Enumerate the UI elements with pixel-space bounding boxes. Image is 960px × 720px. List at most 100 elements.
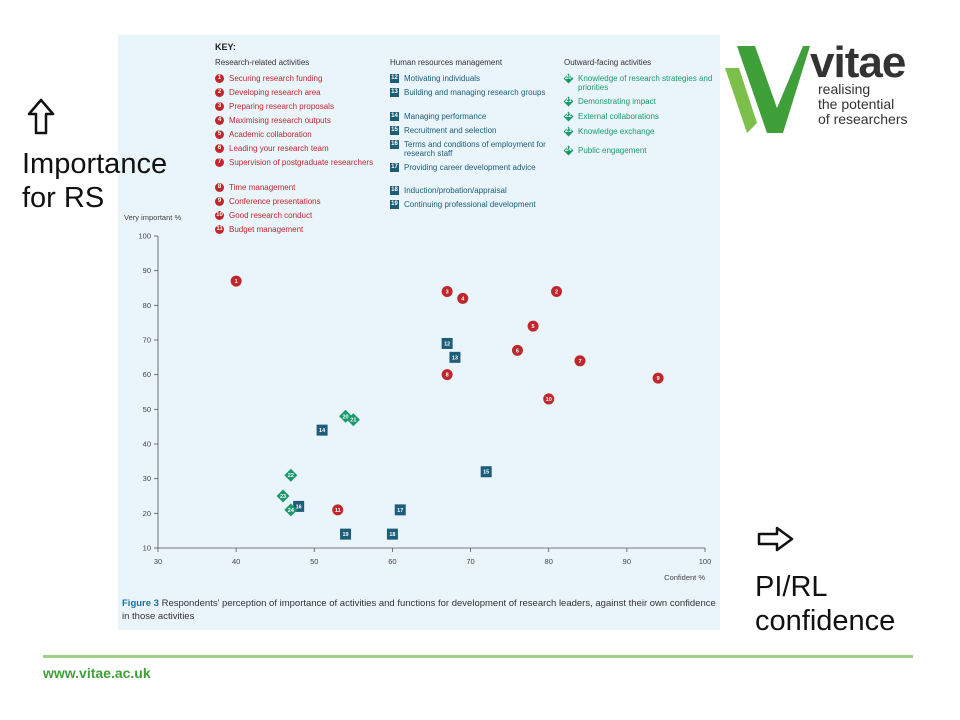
circle-marker-icon: 2 [215,88,224,97]
footer-url-link[interactable]: www.vitae.ac.uk [43,665,151,681]
square-marker-icon: 16 [390,140,399,149]
data-point-label: 9 [657,376,660,382]
data-point-circle [230,275,242,287]
key-item: 1 Securing research funding [215,74,380,83]
key-item: 8 Time management [215,183,380,192]
circle-marker-icon: 8 [215,183,224,192]
left-label: Importance for RS [22,147,167,215]
key-item: 20 Knowledge of research strategies and p… [563,73,724,92]
square-marker-icon: 14 [390,112,399,121]
key-item-label: Budget management [229,225,304,234]
caption-label: Figure 3 [122,598,159,609]
circle-marker-icon: 4 [215,116,224,125]
key-item-label: Providing career development advice [404,163,536,172]
key-item-label: Good research conduct [229,211,313,220]
data-point-label: 8 [446,373,449,379]
key-item-label: Academic collaboration [229,130,312,139]
diamond-marker-icon: 21 [563,96,574,107]
y-tick-label: 40 [143,440,151,449]
x-tick-label: 70 [466,557,474,566]
circle-marker-icon: 11 [215,225,224,234]
y-tick-label: 20 [143,509,151,518]
right-label-line-2: confidence [755,605,896,637]
x-tick-label: 40 [232,557,240,566]
x-tick-label: 60 [388,557,396,566]
square-marker-icon: 13 [390,88,399,97]
data-point-label: 3 [446,289,449,295]
key-item: 10 Good research conduct [215,211,380,220]
data-point-label: 7 [578,359,581,365]
key-item-label: Leading your research team [229,144,329,153]
x-tick-label: 50 [310,557,318,566]
data-point-label: 6 [516,348,519,354]
x-tick-label: 30 [154,557,162,566]
data-point-square [340,528,352,540]
data-point-label: 15 [483,470,489,476]
key-group-heading: Human resources management [390,58,503,67]
data-point-diamond [284,468,298,482]
key-item-label: Building and managing research groups [404,88,546,97]
square-marker-icon: 19 [390,200,399,209]
data-point-square [293,500,305,512]
data-point-square [480,466,492,478]
key-item: 4 Maximising research outputs [215,116,380,125]
data-point-circle [652,372,664,384]
left-label-line-2: for RS [22,182,105,214]
data-point-label: 20 [342,414,348,420]
data-point-label: 21 [350,418,356,424]
y-tick-label: 90 [143,266,151,275]
right-label: PI/RL confidence [755,570,895,638]
key-item-label: Knowledge exchange [578,127,655,136]
key-item-label: Supervision of postgraduate researchers [229,158,374,167]
key-item: 22 External collaborations [563,111,724,122]
diamond-marker-icon: 24 [563,145,574,156]
data-point-label: 13 [452,355,458,361]
key-item-label: Induction/probation/appraisal [404,186,507,195]
data-point-label: 11 [335,508,341,514]
logo-tagline: realising the potential of researchers [818,82,907,127]
data-point-label: 10 [546,397,552,403]
logo-tagline-line-2: the potential [818,96,895,112]
key-item-label: Demonstrating impact [578,97,656,106]
key-item-label: Managing performance [404,112,487,121]
key-item: 21 Demonstrating impact [563,96,724,107]
data-point-circle [441,285,453,297]
circle-marker-icon: 3 [215,102,224,111]
circle-marker-icon: 9 [215,197,224,206]
key-item-label: Developing research area [229,88,321,97]
y-tick-label: 70 [143,336,151,345]
key-item: 6 Leading your research team [215,144,380,153]
key-item: 15 Recruitment and selection [390,126,550,135]
data-point-diamond [346,413,360,427]
x-tick-label: 100 [699,557,712,566]
key-item-label: Terms and conditions of employment for r… [404,140,546,158]
data-point-circle [457,292,469,304]
data-point-square [316,424,328,436]
key-item: 3 Preparing research proposals [215,102,380,111]
square-marker-icon: 15 [390,126,399,135]
key-item: 9 Conference presentations [215,197,380,206]
diamond-marker-icon: 22 [563,111,574,122]
data-point-circle [551,285,563,297]
key-item: 2 Developing research area [215,88,380,97]
scatter-chart: 10 20 30 40 50 60 70 80 90 100 30 40 50 60 70 80 90 100 Ve… [124,213,712,582]
key-item-label: Securing research funding [229,74,323,83]
diamond-marker-icon: 20 [563,73,574,84]
square-marker-icon: 12 [390,74,399,83]
data-point-circle [511,344,523,356]
data-point-label: 1 [235,279,238,285]
figure-caption: Figure 3 Respondents' perception of impo… [122,597,722,623]
square-marker-icon: 18 [390,186,399,195]
key-item: 16 Terms and conditions of employment for… [390,140,550,158]
data-point-label: 24 [288,508,295,514]
key-item: 14 Managing performance [390,112,550,121]
up-arrow-icon [27,98,55,135]
data-point-label: 2 [555,289,558,295]
vitae-logo-mark [725,46,810,133]
data-point-label: 5 [532,324,535,330]
logo-tagline-line-3: of researchers [818,111,908,127]
key-item-label: Preparing research proposals [229,102,334,111]
key-item-label: Maximising research outputs [229,116,331,125]
key-item-label: Knowledge of research strategies and pri… [578,74,713,92]
key-item: 17 Providing career development advice [390,163,550,172]
